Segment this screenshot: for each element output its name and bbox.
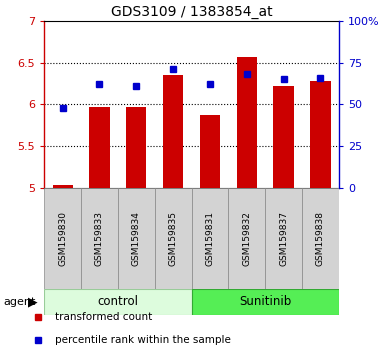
Bar bbox=[118, 188, 155, 289]
Text: GSM159837: GSM159837 bbox=[279, 211, 288, 266]
Text: agent: agent bbox=[4, 297, 36, 307]
Bar bbox=[273, 86, 294, 188]
Text: ▶: ▶ bbox=[28, 295, 38, 308]
Text: GSM159833: GSM159833 bbox=[95, 211, 104, 266]
Bar bbox=[163, 75, 183, 188]
Bar bbox=[44, 289, 192, 315]
Bar bbox=[44, 188, 81, 289]
Bar bbox=[81, 188, 118, 289]
Text: percentile rank within the sample: percentile rank within the sample bbox=[55, 335, 230, 346]
Bar bbox=[200, 115, 220, 188]
Bar bbox=[265, 188, 302, 289]
Bar bbox=[126, 107, 146, 188]
Bar bbox=[89, 107, 110, 188]
Bar bbox=[310, 81, 330, 188]
Bar bbox=[192, 289, 339, 315]
Text: GSM159838: GSM159838 bbox=[316, 211, 325, 266]
Bar bbox=[53, 185, 73, 188]
Text: Sunitinib: Sunitinib bbox=[239, 295, 291, 308]
Bar bbox=[237, 57, 257, 188]
Text: control: control bbox=[97, 295, 138, 308]
Text: GSM159835: GSM159835 bbox=[169, 211, 177, 266]
Text: GSM159834: GSM159834 bbox=[132, 211, 141, 266]
Text: GSM159832: GSM159832 bbox=[242, 211, 251, 266]
Bar bbox=[192, 188, 228, 289]
Title: GDS3109 / 1383854_at: GDS3109 / 1383854_at bbox=[111, 5, 272, 19]
Text: transformed count: transformed count bbox=[55, 312, 152, 322]
Text: GSM159830: GSM159830 bbox=[58, 211, 67, 266]
Text: GSM159831: GSM159831 bbox=[206, 211, 214, 266]
Bar bbox=[302, 188, 339, 289]
Bar bbox=[228, 188, 265, 289]
Bar bbox=[155, 188, 192, 289]
